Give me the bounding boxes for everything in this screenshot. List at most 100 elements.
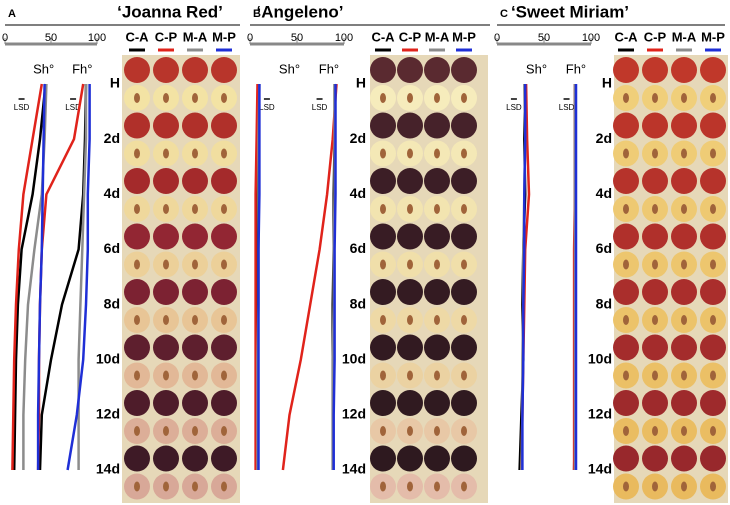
axis-label: Fh°: [566, 61, 586, 76]
fruit-skin: [397, 445, 423, 472]
fruit-skin: [700, 223, 726, 250]
fruit-pit: [461, 148, 467, 159]
fruit-skin: [671, 112, 697, 139]
legend-label: M-A: [672, 29, 697, 44]
fruit-pit: [163, 93, 169, 103]
fruit-pit: [461, 93, 467, 103]
day-label: H: [356, 75, 366, 91]
fruit-pit: [380, 426, 386, 436]
fruit-pit: [192, 370, 198, 381]
fruit-pit: [134, 259, 140, 270]
fruit-pit: [407, 370, 413, 381]
fruit-skin: [182, 168, 208, 194]
day-label: 12d: [96, 406, 120, 422]
x-tick-label: 50: [291, 32, 303, 44]
fruit-pit: [134, 93, 140, 103]
day-label: 4d: [104, 185, 120, 201]
fruit-pit: [163, 370, 169, 381]
fruit-skin: [642, 223, 668, 250]
fruit-skin: [671, 334, 697, 361]
fruit-pit: [192, 148, 198, 159]
fruit-skin: [153, 223, 179, 250]
fruit-pit: [681, 370, 687, 381]
fruit-pit: [710, 481, 716, 492]
day-label: 14d: [96, 461, 120, 477]
fruit-skin: [424, 279, 450, 305]
fruit-pit: [163, 148, 169, 159]
fruit-skin: [370, 279, 396, 305]
fruit-skin: [370, 112, 396, 139]
fruit-skin: [124, 390, 150, 416]
fruit-skin: [642, 445, 668, 472]
fruit-skin: [124, 112, 150, 139]
fruit-skin: [451, 279, 477, 305]
fruit-pit: [623, 315, 629, 325]
fruit-skin: [182, 390, 208, 416]
fruit-skin: [671, 445, 697, 472]
fruit-pit: [461, 481, 467, 492]
day-label: 10d: [342, 350, 366, 366]
fruit-skin: [153, 168, 179, 194]
fruit-skin: [424, 445, 450, 472]
hue-line: [36, 83, 46, 470]
fruit-pit: [407, 315, 413, 325]
fruit-skin: [182, 279, 208, 305]
fruit-skin: [424, 223, 450, 250]
fruit-skin: [424, 168, 450, 194]
hue-line: [281, 83, 338, 471]
legend-label: C-A: [371, 29, 395, 44]
fruit-pit: [407, 148, 413, 159]
hue-line: [12, 83, 47, 471]
day-label: 10d: [96, 350, 120, 366]
fruit-pit: [710, 370, 716, 381]
fruit-skin: [613, 223, 639, 250]
fruit-pit: [623, 93, 629, 103]
x-tick-label: 0: [247, 32, 253, 44]
fruit-pit: [221, 93, 227, 103]
day-label: H: [602, 75, 612, 91]
fruit-skin: [211, 390, 237, 416]
fruit-pit: [134, 315, 140, 325]
fruit-pit: [623, 370, 629, 381]
fruit-skin: [182, 57, 208, 83]
fruit-pit: [163, 426, 169, 436]
lsd-label: LSD: [259, 103, 275, 112]
day-label: 2d: [350, 130, 366, 146]
fruit-pit: [192, 259, 198, 270]
fruit-pit: [652, 204, 658, 214]
hue-line: [257, 84, 261, 470]
fruit-skin: [124, 334, 150, 361]
panel-label: C: [500, 8, 508, 20]
fruit-skin: [700, 279, 726, 305]
fruit-skin: [211, 57, 237, 83]
fruit-skin: [153, 445, 179, 472]
fruit-skin: [451, 223, 477, 250]
fruit-pit: [163, 259, 169, 270]
fruit-skin: [613, 57, 639, 83]
fruit-skin: [124, 168, 150, 194]
x-tick-label: 50: [45, 32, 57, 44]
fruit-skin: [700, 112, 726, 139]
lsd-label: LSD: [559, 103, 575, 112]
fruit-pit: [434, 370, 440, 381]
fruit-pit: [134, 370, 140, 381]
x-tick-label: 100: [335, 32, 353, 44]
legend-label: M-A: [425, 29, 450, 44]
panel-title: ‘Joanna Red’: [117, 2, 223, 21]
fruit-skin: [451, 168, 477, 194]
fruit-skin: [370, 445, 396, 472]
fruit-pit: [623, 148, 629, 159]
day-label: 2d: [104, 130, 120, 146]
fruit-skin: [397, 168, 423, 194]
day-label: 12d: [588, 406, 612, 422]
fruit-pit: [652, 259, 658, 270]
lsd-label: LSD: [65, 103, 81, 112]
fruit-pit: [681, 148, 687, 159]
fruit-pit: [221, 259, 227, 270]
fruit-skin: [424, 390, 450, 416]
fruit-skin: [153, 112, 179, 139]
fruit-pit: [407, 93, 413, 103]
fruit-skin: [397, 334, 423, 361]
fruit-pit: [681, 204, 687, 214]
day-label: 2d: [596, 130, 612, 146]
